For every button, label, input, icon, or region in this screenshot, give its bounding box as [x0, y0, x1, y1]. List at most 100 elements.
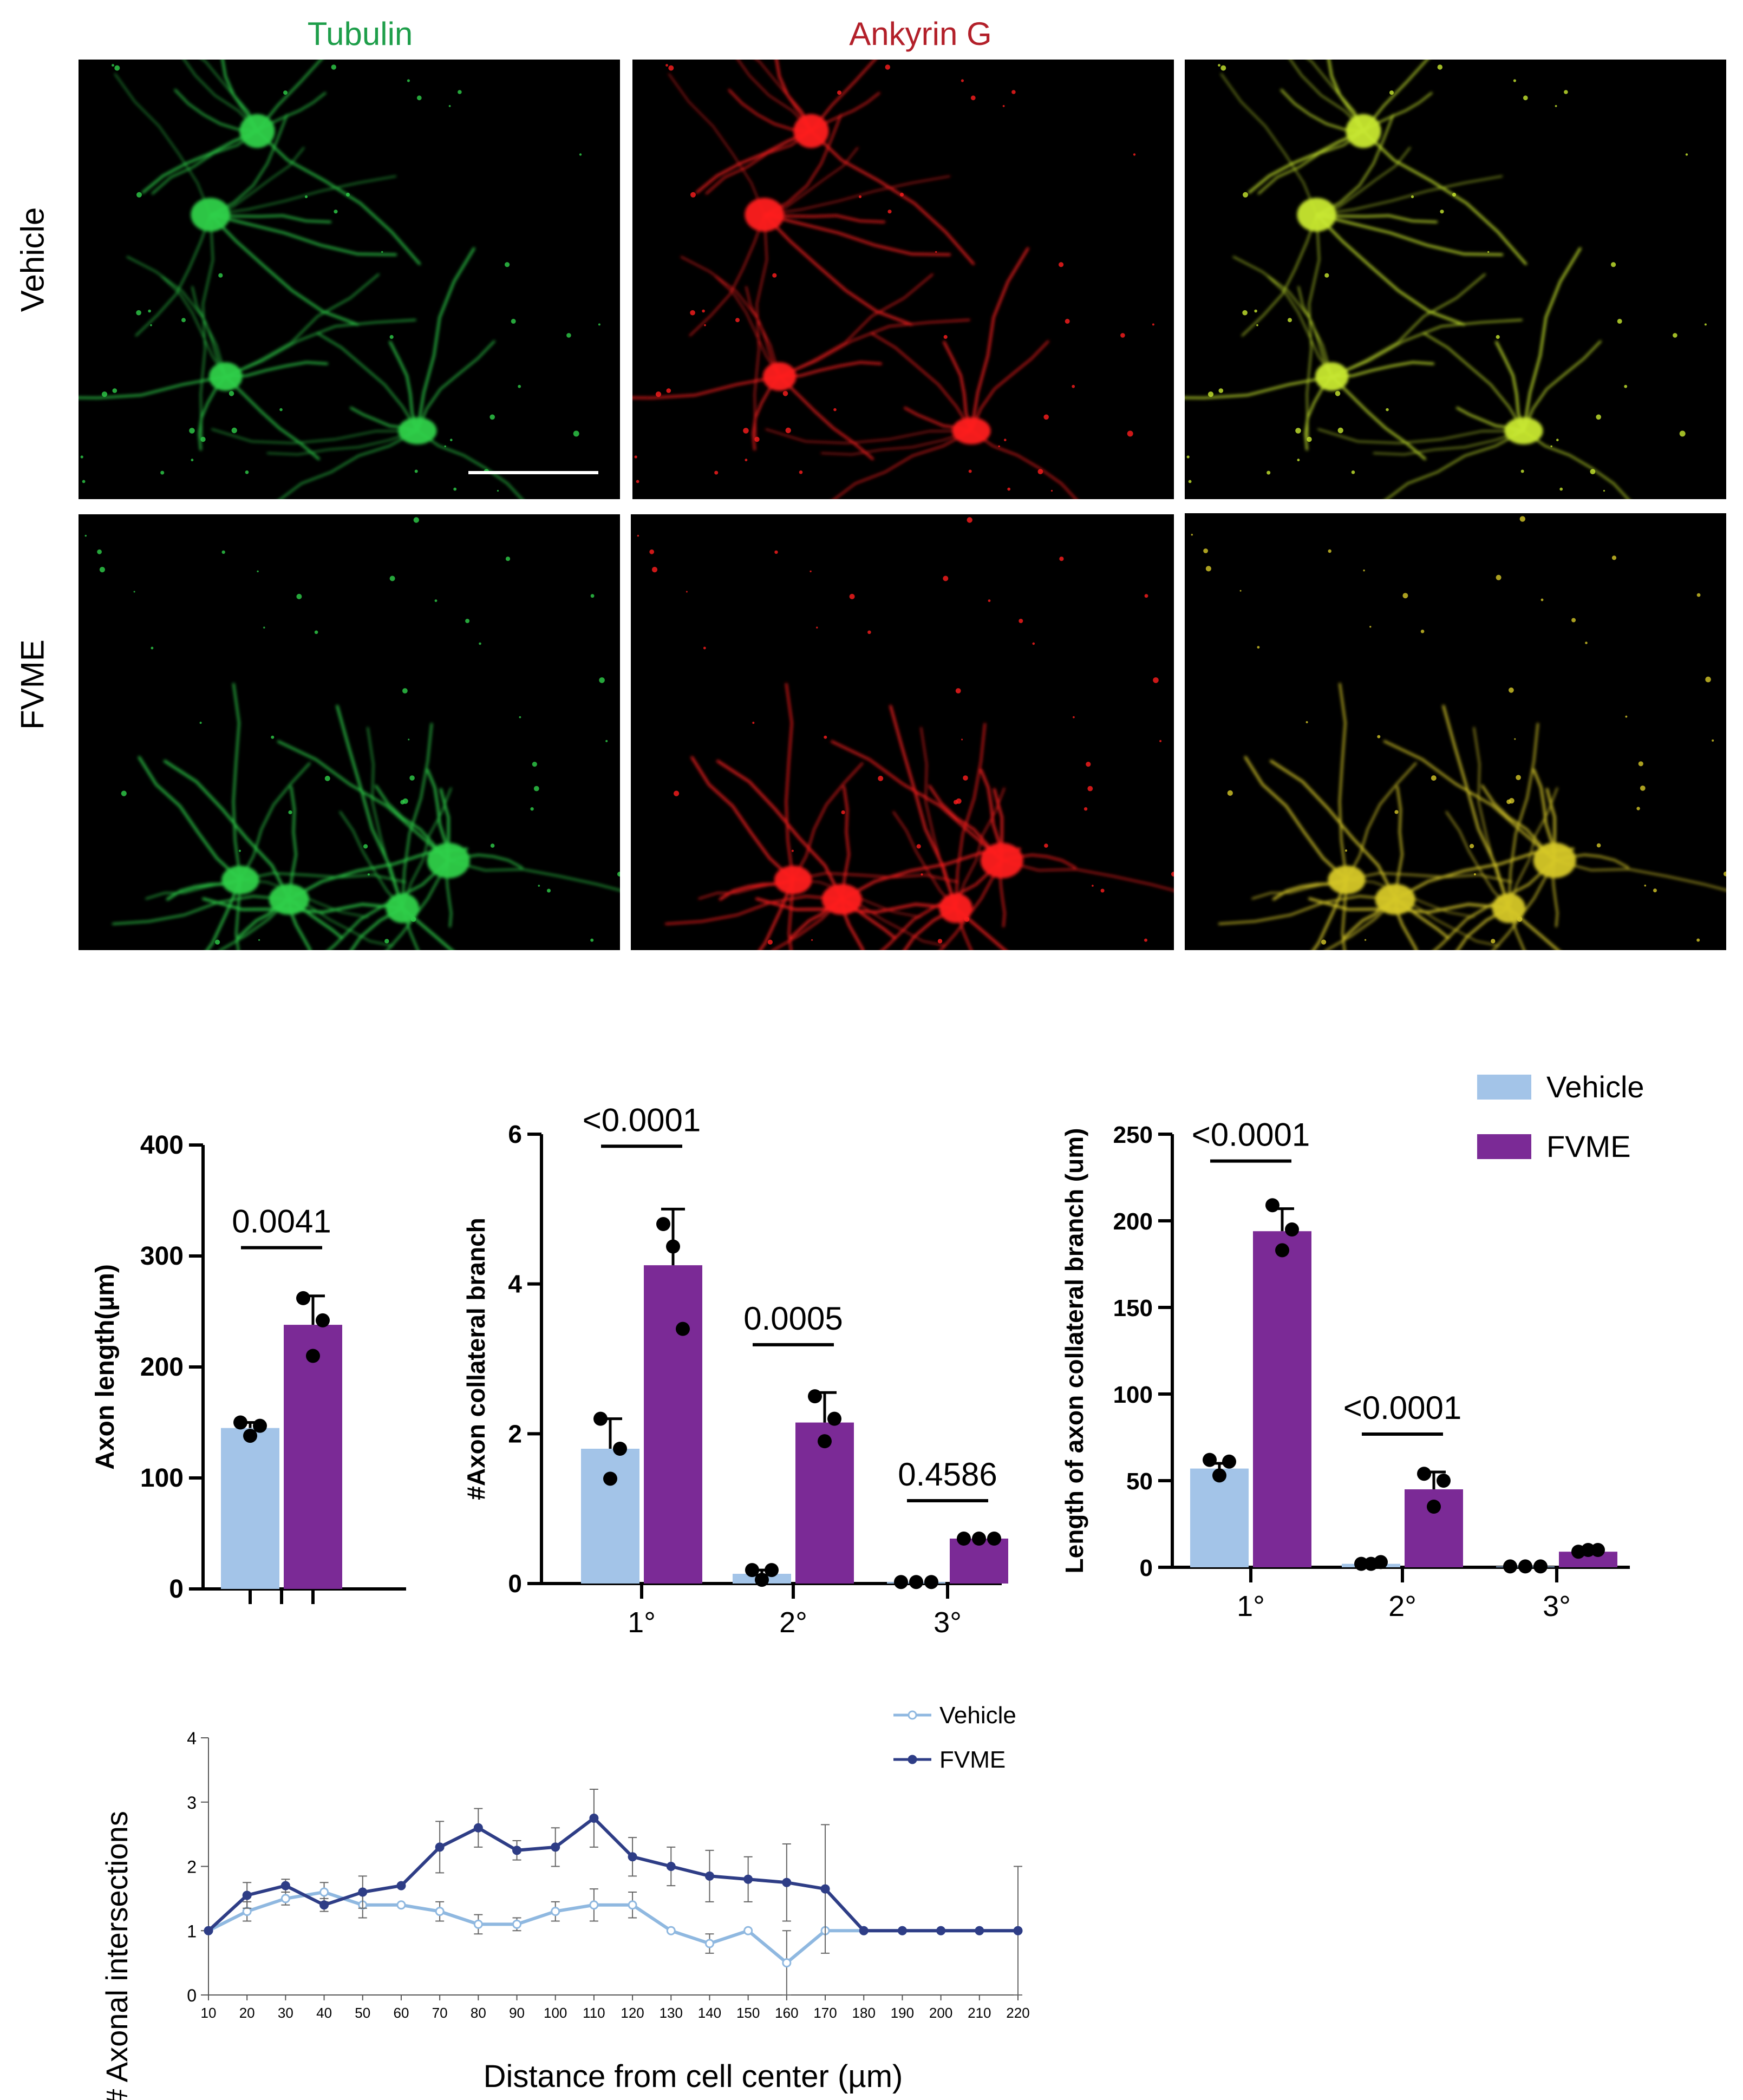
p-value-label: 0.0005 [743, 1300, 843, 1337]
x-tick-label: 50 [355, 2005, 370, 2021]
data-point [1222, 1454, 1236, 1469]
legend-label: FVME [939, 1746, 1006, 1773]
data-point [1265, 1198, 1279, 1213]
x-tick-label: 2° [1388, 1590, 1416, 1623]
bar-fvme-0 [1253, 1231, 1311, 1567]
data-point [242, 1907, 252, 1916]
data-point [593, 1411, 608, 1426]
data-point [745, 1563, 759, 1578]
x-tick-label: 150 [736, 2005, 760, 2021]
column-title-tubulin: Tubulin [307, 16, 413, 52]
bar-fvme-2 [950, 1539, 1008, 1584]
y-tick-label: 0 [187, 1986, 197, 2005]
x-tick-label: 190 [891, 2005, 914, 2021]
data-point [358, 1887, 368, 1897]
p-value-label: <0.0001 [583, 1102, 701, 1138]
y-tick-label: 100 [1113, 1382, 1153, 1408]
neuron-cells [1185, 60, 1629, 499]
y-tick-label: 4 [508, 1270, 522, 1298]
p-value-label: 0.4586 [898, 1456, 997, 1493]
data-point [820, 1884, 830, 1894]
data-point [628, 1852, 637, 1862]
x-tick-label: 130 [660, 2005, 683, 2021]
legend-label: Vehicle [939, 1702, 1016, 1729]
y-axis-label: #Axon collateral branch [462, 1218, 490, 1500]
data-point [666, 1926, 676, 1935]
legend-marker [908, 1710, 917, 1720]
data-point [987, 1532, 1001, 1546]
data-point [319, 1900, 329, 1910]
legend-swatch-fvme [1477, 1134, 1531, 1159]
data-point [704, 1939, 714, 1948]
data-point [512, 1846, 522, 1855]
x-tick-label: 210 [968, 2005, 991, 2021]
legend-vehicle: Vehicle [1477, 1069, 1644, 1104]
x-tick-label: 220 [1006, 2005, 1029, 2021]
neuron-cells [665, 683, 1174, 950]
y-tick-label: 0 [169, 1575, 184, 1604]
x-tick-label: 1° [628, 1606, 656, 1639]
bar-vehicle-0 [1190, 1468, 1249, 1567]
data-point [296, 1291, 310, 1305]
neuron-cells [79, 60, 523, 499]
y-tick-label: 4 [187, 1729, 197, 1748]
y-axis-label: Axon length(µm) [91, 1264, 120, 1470]
data-point [827, 1411, 841, 1426]
data-point [396, 1900, 406, 1910]
data-point [396, 1881, 406, 1890]
data-point [613, 1442, 627, 1456]
data-point [1437, 1474, 1451, 1488]
data-point [233, 1415, 247, 1430]
data-point [204, 1926, 213, 1935]
data-point [975, 1926, 984, 1935]
legend-fvme: FVME [1477, 1129, 1631, 1164]
x-tick-label: 180 [852, 2005, 876, 2021]
y-tick-label: 0 [508, 1569, 522, 1598]
data-point [936, 1926, 946, 1935]
y-tick-label: 400 [140, 1131, 184, 1160]
series-line-fvme [207, 1816, 1018, 1933]
neuron-cells [1218, 683, 1726, 950]
y-tick-label: 100 [140, 1464, 184, 1493]
data-point [1581, 1543, 1595, 1557]
x-tick-label: 160 [775, 2005, 798, 2021]
legend-swatch-vehicle [1477, 1074, 1531, 1100]
data-point [551, 1842, 560, 1852]
y-tick-label: 200 [1113, 1208, 1153, 1235]
data-point [894, 1575, 908, 1589]
micrograph-vehicle-merge [1185, 60, 1726, 499]
data-point [859, 1926, 869, 1935]
data-point [666, 1862, 676, 1871]
data-point [808, 1389, 822, 1404]
data-point [319, 1887, 329, 1897]
micrograph-fvme-tubulin [79, 514, 620, 950]
data-point [1533, 1559, 1548, 1574]
x-tick-label: 10 [201, 2005, 217, 2021]
data-point [1591, 1543, 1605, 1557]
x-tick-label: 80 [471, 2005, 486, 2021]
bar-fvme-0 [644, 1265, 702, 1584]
data-point [1285, 1222, 1299, 1237]
y-tick-label: 0 [1140, 1555, 1153, 1581]
data-point [765, 1563, 779, 1578]
data-point [280, 1894, 290, 1903]
micrograph-vehicle-tubulin [79, 60, 620, 499]
y-axis-label: # Axonal intersections [100, 1811, 134, 2100]
data-point [1212, 1468, 1226, 1483]
y-tick-label: 200 [140, 1353, 184, 1382]
data-point [676, 1322, 690, 1336]
data-point [782, 1877, 792, 1887]
data-point [818, 1434, 832, 1449]
p-value-label: <0.0001 [1343, 1390, 1462, 1426]
data-point [782, 1958, 792, 1968]
x-tick-label: 100 [544, 2005, 567, 2021]
data-point [972, 1532, 986, 1546]
bar-vehicle-0 [221, 1428, 279, 1589]
data-point [253, 1418, 267, 1433]
x-tick-label: 200 [929, 2005, 952, 2021]
data-point [473, 1919, 483, 1929]
data-point [435, 1907, 445, 1916]
data-point [656, 1217, 670, 1231]
data-point [666, 1239, 680, 1254]
y-tick-label: 2 [508, 1419, 522, 1448]
